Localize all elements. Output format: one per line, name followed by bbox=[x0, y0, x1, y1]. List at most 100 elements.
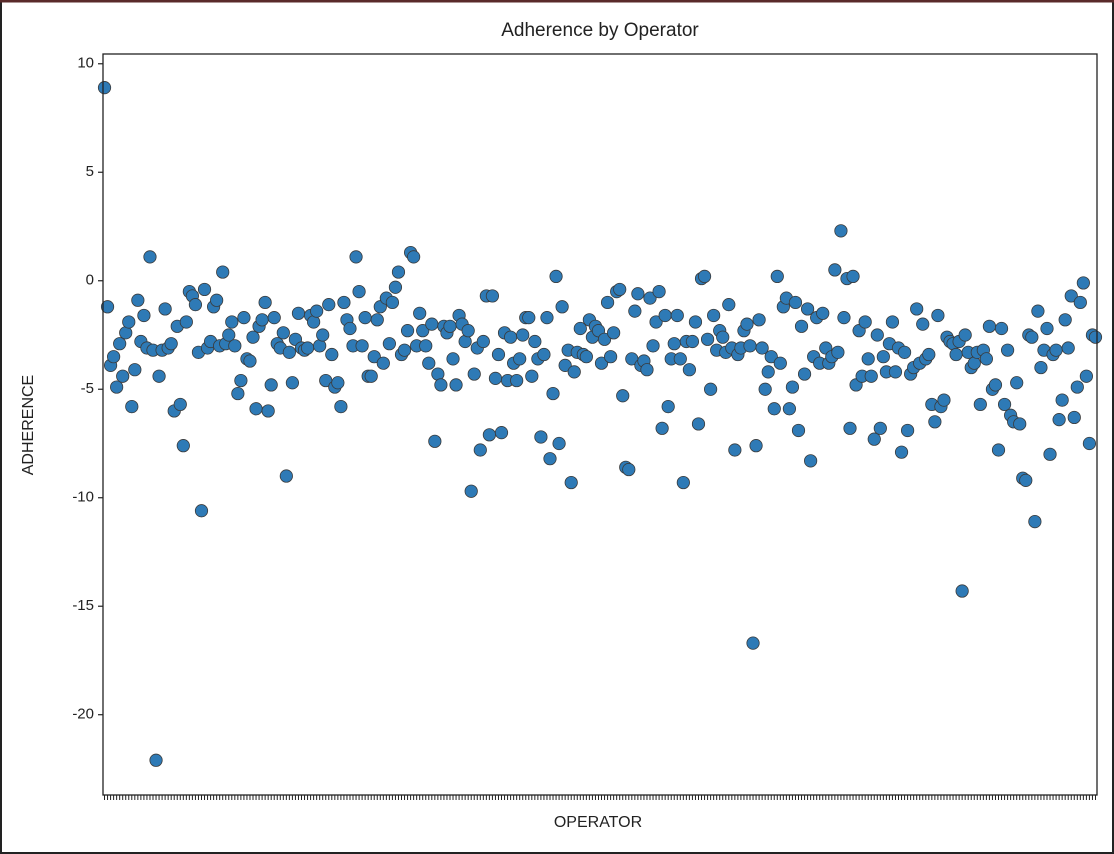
point bbox=[1067, 410, 1081, 425]
point bbox=[573, 321, 587, 336]
point bbox=[464, 484, 478, 498]
point bbox=[400, 324, 415, 338]
point bbox=[313, 339, 327, 353]
point bbox=[597, 332, 612, 346]
point bbox=[534, 430, 548, 444]
point bbox=[446, 352, 460, 366]
point bbox=[425, 317, 439, 331]
point bbox=[349, 250, 363, 264]
point bbox=[667, 337, 681, 351]
point bbox=[491, 347, 506, 362]
point bbox=[900, 423, 915, 438]
point bbox=[937, 393, 951, 407]
point bbox=[1001, 343, 1015, 357]
point bbox=[867, 432, 881, 446]
point bbox=[216, 265, 230, 279]
point bbox=[110, 380, 124, 394]
point bbox=[870, 328, 884, 342]
point bbox=[1055, 393, 1069, 407]
point bbox=[494, 426, 509, 440]
point bbox=[931, 308, 945, 323]
point bbox=[376, 356, 390, 370]
point bbox=[307, 315, 321, 329]
point bbox=[861, 352, 875, 366]
point bbox=[661, 399, 675, 414]
point bbox=[755, 341, 769, 355]
point bbox=[600, 295, 615, 310]
point bbox=[546, 386, 560, 401]
point bbox=[382, 337, 396, 351]
point bbox=[107, 350, 121, 364]
point bbox=[567, 365, 581, 379]
point bbox=[607, 326, 621, 340]
point bbox=[255, 313, 269, 327]
point bbox=[955, 584, 969, 598]
point bbox=[910, 302, 924, 316]
point bbox=[782, 402, 797, 416]
point bbox=[188, 298, 203, 312]
point bbox=[888, 365, 903, 379]
point bbox=[461, 324, 475, 338]
point bbox=[988, 378, 1003, 392]
point bbox=[1010, 376, 1024, 390]
point bbox=[370, 313, 384, 327]
point bbox=[685, 334, 700, 349]
point bbox=[1019, 473, 1033, 487]
point bbox=[128, 363, 142, 377]
point bbox=[388, 280, 403, 294]
point bbox=[125, 399, 139, 414]
point bbox=[316, 328, 330, 342]
point bbox=[331, 376, 345, 390]
point bbox=[743, 339, 757, 353]
point bbox=[758, 382, 772, 396]
point bbox=[749, 439, 763, 453]
point bbox=[688, 315, 703, 329]
point bbox=[1040, 321, 1054, 336]
point bbox=[885, 315, 900, 329]
point bbox=[958, 328, 972, 342]
point bbox=[1064, 289, 1078, 303]
point bbox=[264, 378, 278, 392]
point bbox=[797, 367, 812, 381]
point bbox=[740, 317, 754, 331]
point bbox=[564, 475, 578, 490]
point bbox=[310, 304, 324, 318]
point bbox=[246, 330, 260, 344]
point bbox=[543, 452, 557, 466]
point bbox=[97, 81, 112, 95]
point bbox=[158, 302, 172, 316]
point bbox=[234, 373, 248, 388]
point bbox=[858, 315, 872, 329]
point bbox=[1052, 413, 1066, 427]
point bbox=[458, 334, 472, 349]
point bbox=[1079, 369, 1093, 383]
point bbox=[434, 378, 448, 392]
y-axis-label: ADHERENCE bbox=[20, 375, 37, 475]
point bbox=[131, 293, 145, 307]
point bbox=[994, 321, 1009, 336]
point bbox=[791, 423, 806, 438]
point bbox=[670, 308, 684, 323]
x-axis-label: OPERATOR bbox=[554, 814, 642, 831]
point bbox=[231, 386, 245, 401]
point bbox=[149, 753, 163, 767]
point bbox=[1082, 436, 1097, 451]
point bbox=[276, 326, 290, 340]
point bbox=[482, 428, 496, 442]
point bbox=[325, 347, 339, 362]
point bbox=[843, 421, 857, 435]
point bbox=[485, 289, 500, 303]
point bbox=[197, 282, 212, 297]
point bbox=[397, 343, 412, 357]
point bbox=[422, 356, 436, 370]
point bbox=[700, 332, 715, 346]
point bbox=[804, 454, 818, 468]
point bbox=[1049, 343, 1063, 357]
point bbox=[473, 443, 487, 457]
point bbox=[800, 302, 815, 316]
point bbox=[467, 367, 481, 381]
point bbox=[300, 341, 315, 355]
point bbox=[1073, 295, 1087, 310]
